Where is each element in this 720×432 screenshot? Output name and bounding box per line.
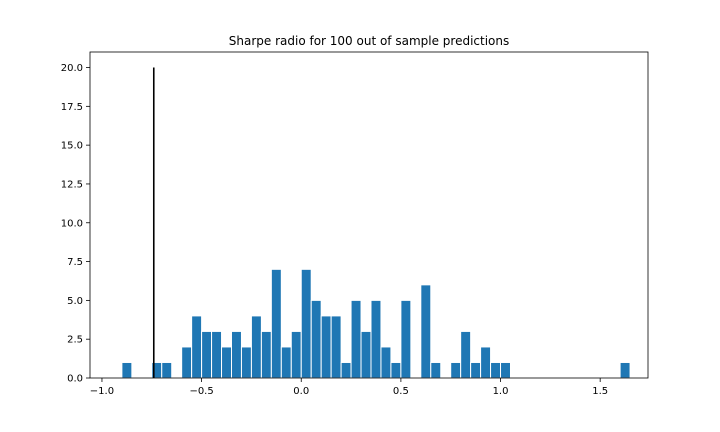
histogram-bar (390, 361, 402, 379)
histogram-bar (350, 299, 362, 379)
histogram-bar (400, 299, 412, 379)
histogram-bar (260, 330, 272, 379)
histogram-bar (480, 346, 492, 379)
axes-frame (89, 51, 649, 379)
histogram-bar (121, 361, 133, 379)
bars-group (121, 268, 631, 379)
histogram-bar (460, 330, 472, 379)
histogram-bar (320, 315, 332, 379)
histogram-bar (619, 361, 631, 379)
histogram-bar (250, 315, 262, 379)
histogram-bar (470, 361, 482, 379)
y-tick-label: 20.0 (61, 63, 83, 74)
histogram-bar (211, 330, 223, 379)
x-tick-label: −1.0 (90, 386, 114, 397)
histogram-bar (370, 299, 382, 379)
histogram-bar (500, 361, 511, 379)
x-tick-label: 1.0 (493, 386, 509, 397)
histogram-bar (201, 330, 213, 379)
histogram-bar (230, 330, 242, 379)
histogram-bar (161, 361, 173, 379)
histogram-bar (290, 330, 302, 379)
histogram-bar (270, 268, 282, 379)
y-tick-label: 10.0 (61, 218, 83, 229)
histogram-bar (450, 361, 462, 379)
y-tick-label: 5.0 (67, 296, 83, 307)
y-tick-label: 7.5 (67, 257, 83, 268)
x-tick-label: 0.0 (293, 386, 309, 397)
histogram-bar (240, 346, 252, 379)
y-tick-label: 12.5 (61, 179, 83, 190)
y-tick-label: 0.0 (67, 374, 83, 385)
x-tick-label: −0.5 (189, 386, 213, 397)
histogram-bar (330, 315, 342, 379)
histogram-bar (430, 361, 442, 379)
x-tick-label: 0.5 (393, 386, 409, 397)
histogram-bar (221, 346, 232, 379)
x-tick-label: 1.5 (592, 386, 608, 397)
histogram-bar (280, 346, 292, 379)
histogram-bar (360, 330, 372, 379)
y-tick-label: 15.0 (61, 141, 83, 152)
chart-title: Sharpe radio for 100 out of sample predi… (229, 34, 510, 48)
histogram-bar (310, 299, 322, 379)
y-tick-label: 17.5 (61, 102, 83, 113)
y-axis: 0.0 2.5 5.0 7.5 10.0 12.5 15.0 17.5 20.0 (61, 63, 90, 385)
histogram-bar (420, 284, 432, 379)
y-tick-label: 2.5 (67, 335, 83, 346)
histogram-bar (490, 361, 502, 379)
histogram-bar (380, 346, 392, 379)
histogram-bar (191, 315, 203, 379)
histogram-bar (300, 268, 312, 379)
histogram-bar (340, 361, 352, 379)
histogram-bar (181, 346, 193, 379)
x-axis: −1.0 −0.5 0.0 0.5 1.0 1.5 (90, 378, 608, 397)
